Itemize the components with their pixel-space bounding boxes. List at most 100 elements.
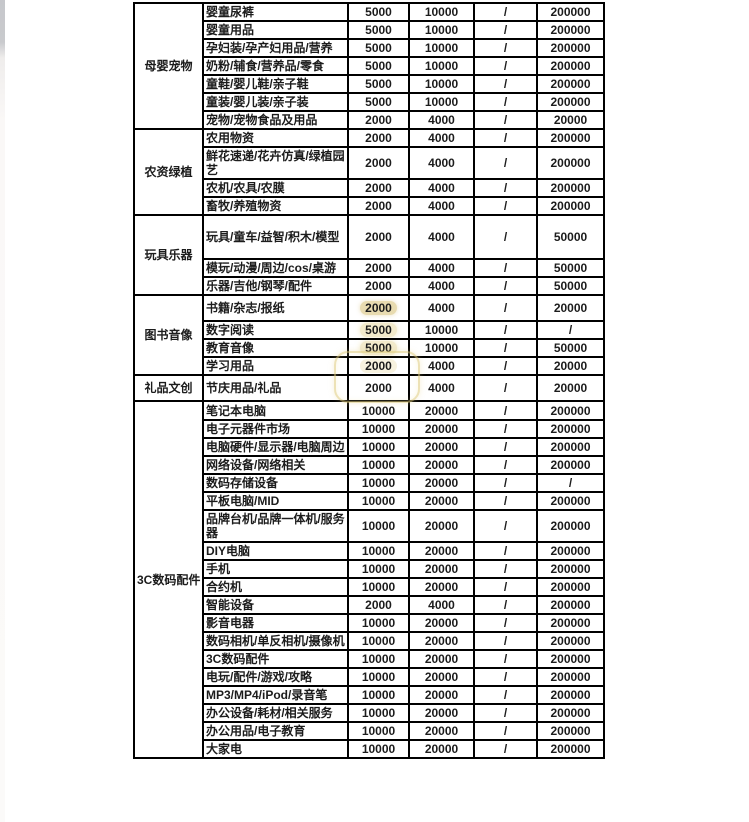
value-text: /	[503, 381, 508, 395]
value-cell: 10000	[408, 320, 475, 340]
value-cell: 200000	[536, 685, 605, 705]
value-text: /	[503, 323, 508, 337]
category-group-cell: 礼品文创	[133, 374, 204, 402]
value-cell: 200000	[536, 559, 605, 579]
value-cell: /	[473, 294, 538, 322]
value-text: 10000	[361, 616, 396, 630]
value-cell: /	[473, 320, 538, 340]
subcategory-cell: 大家电	[202, 739, 349, 759]
value-cell: 200000	[536, 455, 605, 475]
value-text: /	[503, 519, 508, 533]
value-cell: 10000	[347, 685, 410, 705]
value-text: 200000	[550, 688, 591, 702]
value-text: 10000	[361, 688, 396, 702]
value-cell: 10000	[408, 38, 475, 58]
value-text: /	[503, 670, 508, 684]
value-cell: /	[473, 110, 538, 130]
value-text: 20000	[424, 706, 459, 720]
value-text: 200000	[550, 706, 591, 720]
subcategory-cell: 笔记本电脑	[202, 400, 349, 421]
value-cell: 200000	[536, 541, 605, 561]
value-cell: 10000	[408, 338, 475, 358]
value-cell: 200000	[536, 56, 605, 76]
value-cell: /	[473, 74, 538, 94]
value-text: 10000	[424, 341, 459, 355]
value-text: /	[503, 706, 508, 720]
value-text: 20000	[424, 670, 459, 684]
value-cell: 20000	[408, 649, 475, 669]
subcategory-cell: 书籍/杂志/报纸	[202, 294, 349, 322]
subcategory-cell: 宠物/宠物食品及用品	[202, 110, 349, 130]
value-text: 200000	[550, 616, 591, 630]
value-text: 200000	[550, 494, 591, 508]
value-cell: 10000	[347, 631, 410, 651]
table-row: 电玩/配件/游戏/攻略 10000 20000 / 200000	[134, 667, 605, 687]
table-row: 3C数码配件 笔记本电脑 10000 20000 / 200000	[133, 400, 605, 759]
table-row: 鲜花速递/花卉仿真/绿植园艺 2000 4000 / 200000	[134, 146, 605, 180]
value-cell: 20000	[408, 613, 475, 633]
table-row: 电脑硬件/显示器/电脑周边 10000 20000 / 200000	[134, 437, 605, 457]
value-text: 10000	[361, 670, 396, 684]
value-cell: 200000	[536, 146, 605, 180]
value-cell: 20000	[408, 491, 475, 511]
value-cell: 2000	[347, 146, 410, 180]
value-text: 200000	[550, 634, 591, 648]
value-text: 4000	[428, 279, 455, 293]
value-cell: /	[473, 595, 538, 615]
value-text: 20000	[424, 458, 459, 472]
value-cell: 10000	[347, 419, 410, 439]
value-text: /	[503, 199, 508, 213]
value-text: 5000	[360, 323, 397, 337]
value-text: 4000	[428, 381, 455, 395]
value-cell: /	[473, 649, 538, 669]
table-row: 影音电器 10000 20000 / 200000	[134, 613, 605, 633]
value-cell: /	[473, 509, 538, 543]
table-row: 农机/农具/农膜 2000 4000 / 200000	[134, 178, 605, 198]
value-text: 20000	[553, 381, 588, 395]
value-text: /	[503, 688, 508, 702]
value-text: 4000	[428, 131, 455, 145]
value-cell: /	[473, 721, 538, 741]
value-text: /	[503, 422, 508, 436]
value-cell: 20000	[536, 294, 605, 322]
value-cell: 4000	[408, 196, 475, 216]
value-text: 4000	[428, 156, 455, 170]
value-cell: 200000	[536, 703, 605, 723]
subcategory-cell: 电脑硬件/显示器/电脑周边	[202, 437, 349, 457]
value-text: 200000	[550, 181, 591, 195]
value-cell: 10000	[408, 2, 475, 22]
subcategory-cell: 办公用品/电子教育	[202, 721, 349, 741]
value-text: /	[503, 724, 508, 738]
value-text: /	[503, 41, 508, 55]
value-cell: /	[473, 146, 538, 180]
value-text: 10000	[361, 634, 396, 648]
subcategory-cell: 农机/农具/农膜	[202, 178, 349, 198]
value-text: 20000	[424, 562, 459, 576]
value-text: /	[503, 95, 508, 109]
value-cell: 2000	[347, 128, 410, 148]
value-cell: 50000	[536, 338, 605, 358]
value-cell: 10000	[347, 577, 410, 597]
value-cell: 2000	[347, 178, 410, 198]
value-text: 20000	[424, 544, 459, 558]
value-cell: /	[473, 338, 538, 358]
table-row: 品牌台机/品牌一体机/服务器 10000 20000 / 200000	[134, 509, 605, 543]
subcategory-cell: 影音电器	[202, 613, 349, 633]
value-cell: /	[473, 178, 538, 198]
value-text: 10000	[361, 494, 396, 508]
table-row: 学习用品 2000 4000 / 20000	[134, 356, 605, 376]
value-text: 5000	[360, 341, 397, 355]
value-text: 10000	[361, 562, 396, 576]
value-text: 20000	[424, 422, 459, 436]
value-cell: 20000	[408, 559, 475, 579]
value-text: /	[503, 458, 508, 472]
value-cell: 5000	[347, 92, 410, 112]
value-cell: 5000	[347, 56, 410, 76]
table-row: 模玩/动漫/周边/cos/桌游 2000 4000 / 50000	[134, 258, 605, 278]
subcategory-cell: 网络设备/网络相关	[202, 455, 349, 475]
value-text: 4000	[428, 199, 455, 213]
value-cell: 4000	[408, 178, 475, 198]
value-cell: 20000	[408, 667, 475, 687]
value-text: 20000	[553, 113, 588, 127]
value-cell: 10000	[347, 437, 410, 457]
